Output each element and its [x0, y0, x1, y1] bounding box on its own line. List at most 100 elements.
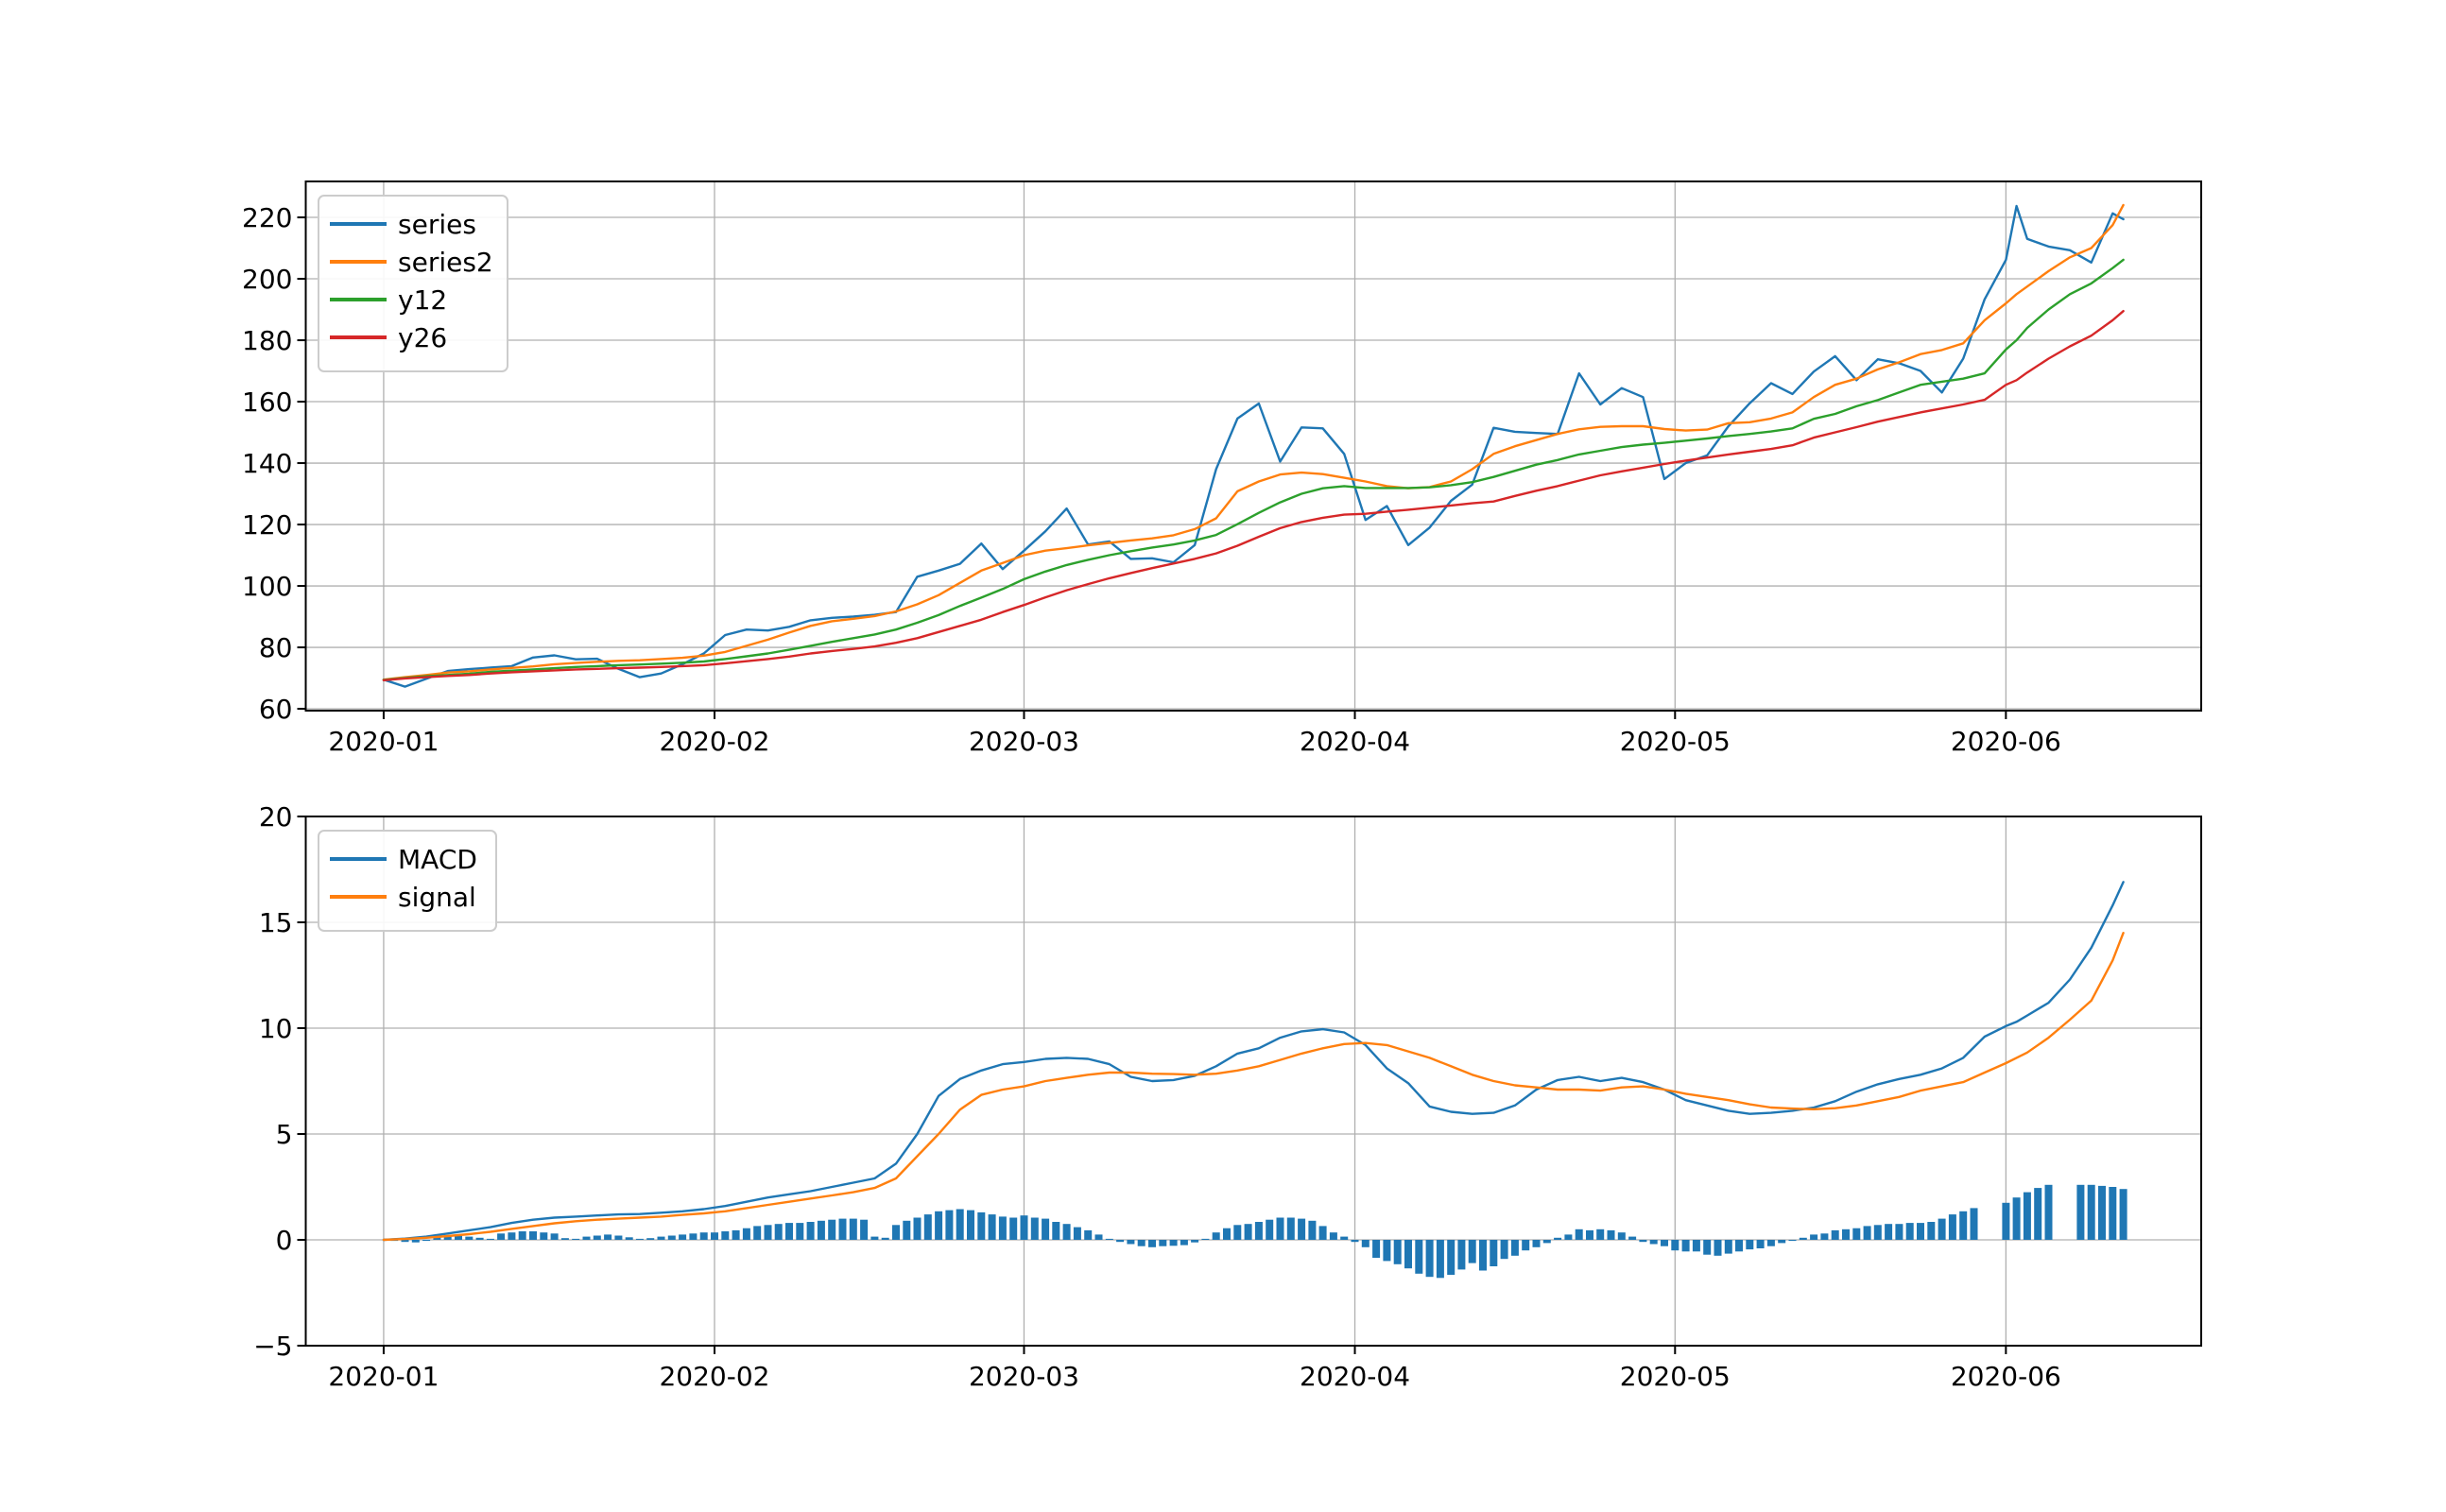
histogram-bar [1084, 1229, 1093, 1240]
histogram-bar [881, 1237, 889, 1240]
histogram-bar [1575, 1228, 1583, 1240]
legend-box [318, 830, 497, 932]
histogram-bar [1383, 1240, 1391, 1262]
line-series2 [382, 203, 2125, 681]
histogram-bar [1180, 1240, 1188, 1246]
x-tick-label: 2020-02 [659, 726, 769, 757]
histogram-bar [1415, 1240, 1423, 1274]
histogram-bar [923, 1214, 932, 1240]
line-signal [382, 932, 2125, 1242]
histogram-bar [2109, 1187, 2117, 1240]
y-tick-label: 15 [259, 907, 293, 938]
histogram-bar [1649, 1240, 1658, 1245]
histogram-bar [1223, 1228, 1231, 1240]
histogram-bar [1201, 1238, 1210, 1240]
histogram-bar [1052, 1222, 1060, 1240]
histogram-bar [1831, 1229, 1839, 1240]
x-tick-label: 2020-03 [969, 726, 1079, 757]
y-tick-label: 160 [242, 387, 292, 418]
histogram-bar [1927, 1222, 1936, 1240]
histogram-bar [1766, 1240, 1775, 1246]
histogram-bar [1073, 1227, 1081, 1240]
x-tick-label: 2020-04 [1300, 1361, 1410, 1392]
histogram-bar [2012, 1197, 2021, 1240]
histogram-bar [2044, 1184, 2053, 1240]
histogram-bar [455, 1235, 462, 1240]
histogram-bar [711, 1232, 718, 1240]
histogram-bar [1372, 1240, 1381, 1258]
histogram-bar [401, 1240, 409, 1243]
histogram-bar [1329, 1232, 1337, 1240]
histogram-bar [443, 1235, 452, 1240]
histogram-bar [1116, 1240, 1125, 1243]
histogram-bar [1564, 1234, 1573, 1240]
y-tick-label: 5 [276, 1119, 293, 1150]
histogram-bar [935, 1211, 943, 1240]
histogram-bar [1724, 1240, 1732, 1254]
histogram-bar [1105, 1238, 1113, 1240]
histogram-bar [1030, 1217, 1039, 1240]
histogram-bar [1756, 1240, 1765, 1248]
histogram-bar [870, 1236, 879, 1240]
histogram-bar [2119, 1189, 2127, 1240]
histogram-bar [1447, 1240, 1456, 1275]
histogram-bar [742, 1228, 750, 1240]
line-MACD [382, 881, 2125, 1242]
histogram-bar [1062, 1224, 1071, 1240]
histogram-bar [657, 1236, 665, 1240]
histogram-bar [838, 1218, 847, 1240]
histogram-bar [764, 1225, 772, 1240]
histogram-bar [497, 1233, 506, 1240]
line-y12 [382, 258, 2125, 681]
x-tick-label: 2020-01 [328, 726, 439, 757]
x-tick-label: 2020-05 [1620, 1361, 1731, 1392]
y-tick-label: 120 [242, 509, 292, 541]
legend-label-series: series [398, 209, 476, 240]
histogram-bar [1895, 1224, 1903, 1240]
histogram-bar [1905, 1223, 1914, 1240]
histogram-bar [753, 1226, 762, 1240]
histogram-bar [1778, 1240, 1786, 1244]
histogram-bar [721, 1231, 730, 1240]
x-tick-label: 2020-06 [1951, 726, 2061, 757]
histogram-bar [1703, 1240, 1712, 1255]
histogram-bar [667, 1235, 676, 1240]
histogram-bar [1554, 1237, 1562, 1240]
histogram-bar [945, 1210, 954, 1240]
histogram-bar [1159, 1240, 1167, 1246]
x-tick-label: 2020-06 [1951, 1361, 2061, 1392]
histogram-bar [508, 1232, 516, 1240]
histogram-bar [1917, 1223, 1924, 1240]
histogram-bar [433, 1236, 441, 1240]
histogram-bar [1191, 1240, 1199, 1243]
histogram-bar [411, 1240, 420, 1243]
histogram-bar [1286, 1217, 1295, 1240]
histogram-bar [550, 1233, 559, 1240]
histogram-bar [614, 1235, 623, 1240]
histogram-bar [1127, 1240, 1135, 1245]
histogram-bar [2087, 1184, 2095, 1240]
histogram-bar [1298, 1218, 1306, 1240]
histogram-bar [1244, 1224, 1252, 1240]
histogram-bar [977, 1211, 986, 1240]
histogram-bar [1266, 1219, 1274, 1240]
histogram-bar [689, 1233, 698, 1240]
histogram-bar [1542, 1240, 1551, 1244]
y-tick-label: 60 [259, 694, 293, 725]
histogram-bar [1094, 1234, 1103, 1240]
histogram-bar [1671, 1240, 1679, 1251]
histogram-bar [1873, 1225, 1882, 1240]
axes-spines [304, 816, 2202, 1347]
histogram-bar [849, 1218, 857, 1240]
y-tick-label: 140 [242, 448, 292, 479]
histogram-bar [732, 1229, 740, 1240]
line-y26 [382, 310, 2125, 681]
histogram-bar [1628, 1236, 1637, 1240]
y-tick-label: 0 [276, 1225, 293, 1256]
y-tick-label: 100 [242, 571, 292, 602]
histogram-bar [1692, 1240, 1700, 1252]
histogram-bar [1169, 1240, 1178, 1246]
histogram-bar [1661, 1240, 1668, 1246]
histogram-bar [806, 1222, 815, 1240]
histogram-bar [1212, 1232, 1220, 1240]
